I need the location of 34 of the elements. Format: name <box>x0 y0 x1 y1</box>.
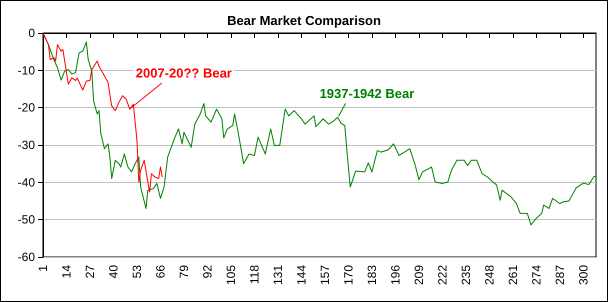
x-tick-label: 144 <box>294 264 308 286</box>
chart-title: Bear Market Comparison <box>227 13 381 28</box>
x-tick-label: 209 <box>412 264 426 286</box>
x-tick-label: 170 <box>341 264 356 286</box>
x-tick-label: 157 <box>318 264 332 286</box>
annotation: 2007-20?? Bear <box>136 66 232 81</box>
y-tick-label: 0 <box>28 26 36 40</box>
x-tick-label: 40 <box>106 264 120 278</box>
x-tick-label: 92 <box>200 264 214 278</box>
x-tick-label: 14 <box>59 264 74 278</box>
y-tick-label: -20 <box>18 100 36 115</box>
x-tick-label: 105 <box>224 264 238 286</box>
x-tick-label: 1 <box>36 264 50 272</box>
x-tick-label: 196 <box>388 264 402 286</box>
annotation: 1937-1942 Bear <box>320 86 414 101</box>
y-tick-label: -60 <box>18 250 36 264</box>
y-tick-label: -30 <box>18 138 36 152</box>
x-tick-label: 66 <box>153 264 168 278</box>
x-tick-label: 53 <box>130 264 144 278</box>
x-tick-label: 79 <box>176 264 191 278</box>
x-tick-label: 235 <box>458 264 473 286</box>
y-tick-label: -40 <box>18 175 36 190</box>
x-tick-label: 261 <box>506 264 520 286</box>
x-tick-label: 274 <box>529 264 544 286</box>
x-tick-label: 27 <box>82 264 97 278</box>
x-tick-label: 248 <box>482 264 496 286</box>
x-tick-label: 287 <box>552 264 567 286</box>
y-tick-label: -10 <box>18 63 36 78</box>
y-tick-label: -50 <box>18 212 36 227</box>
x-tick-label: 300 <box>576 264 590 286</box>
x-tick-label: 118 <box>247 264 262 284</box>
x-tick-label: 222 <box>435 264 450 286</box>
x-tick-label: 183 <box>364 264 379 286</box>
x-tick-label: 131 <box>270 264 285 286</box>
